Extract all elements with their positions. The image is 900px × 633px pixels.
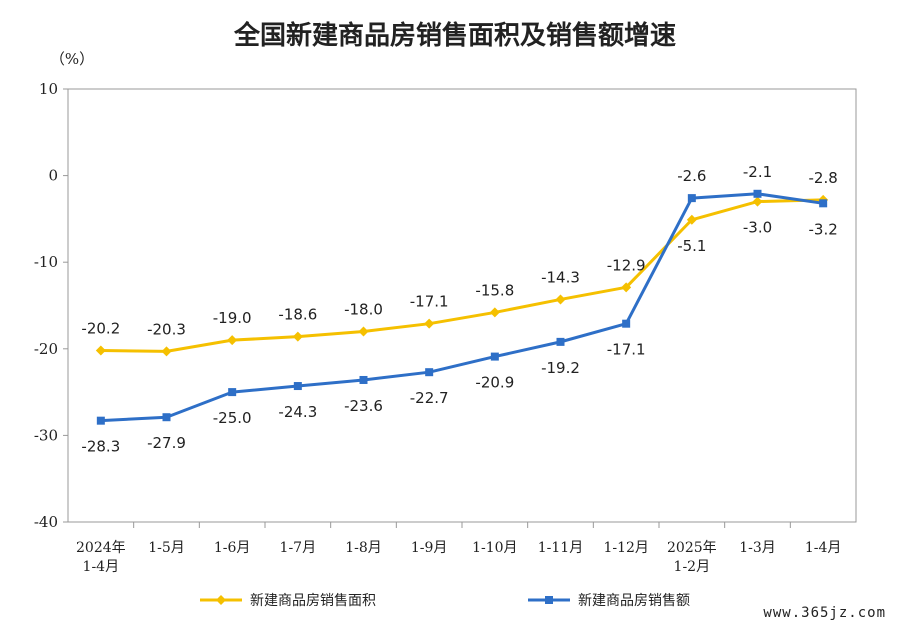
x-tick-label: 1-4月 [83, 559, 120, 575]
data-label: -3.2 [809, 220, 838, 238]
y-tick-label: 10 [39, 80, 58, 98]
x-tick-label: 2024年 [76, 540, 126, 556]
data-label: -14.3 [541, 268, 580, 286]
series-point-square [425, 368, 434, 377]
data-label: -24.3 [278, 403, 317, 421]
series-point-diamond [555, 294, 566, 305]
x-tick-label: 1-8月 [345, 540, 382, 556]
x-tick-label: 1-12月 [603, 540, 648, 556]
legend: 新建商品房销售面积 新建商品房销售额 [200, 593, 690, 609]
series-layer [95, 189, 829, 425]
data-label: -25.0 [213, 409, 252, 427]
watermark: www.365jz.com [763, 605, 886, 621]
y-tick-label: -40 [34, 513, 58, 531]
series-point-square [622, 319, 631, 328]
series-point-square [819, 199, 828, 208]
series-point-diamond [621, 282, 632, 293]
series-point-diamond [686, 214, 697, 225]
x-tick-label: 1-9月 [411, 540, 448, 556]
legend-marker-square [545, 596, 553, 604]
x-tick-label: 1-4月 [805, 540, 842, 556]
data-label: -28.3 [81, 438, 120, 456]
legend-marker-diamond [216, 595, 226, 605]
y-tick-label: -20 [34, 340, 58, 358]
series-point-square [556, 337, 565, 346]
y-axis: 10 0 -10 -20 -30 -40 [34, 80, 68, 531]
data-label: -20.2 [81, 320, 120, 338]
chart-title: 全国新建商品房销售面积及销售额增速 [233, 20, 676, 51]
y-tick-label: -30 [34, 426, 58, 444]
x-tick-label: 1-11月 [538, 540, 583, 556]
data-label: -20.3 [147, 320, 186, 338]
series-point-diamond [424, 318, 435, 329]
series-line-1 [100, 192, 824, 423]
series-point-square [359, 375, 368, 384]
series-point-square [293, 382, 302, 391]
x-tick-label: 1-5月 [148, 540, 185, 556]
data-label: -22.7 [410, 389, 449, 407]
data-label: -12.9 [607, 256, 646, 274]
series-point-diamond [752, 196, 763, 207]
x-tick-label: 1-10月 [472, 540, 517, 556]
x-axis: 2024年 1-4月 1-5月 1-6月 1-7月 1-8月 1-9月 1-10月 1-11月 1… [76, 522, 841, 575]
x-tick-label: 1-6月 [214, 540, 251, 556]
data-label: -19.0 [213, 309, 252, 327]
x-tick-label: 1-2月 [674, 559, 711, 575]
y-tick-label: 0 [48, 167, 58, 185]
data-label: -18.0 [344, 300, 383, 318]
data-labels: -20.2 -28.3 -20.3 -27.9 -19.0 -25.0 -18.6 -24.3… [81, 163, 837, 456]
series-point-square [687, 194, 696, 203]
series-point-diamond [489, 307, 500, 318]
series-point-diamond [161, 346, 172, 357]
series-point-diamond [292, 331, 303, 342]
series-point-square [96, 416, 105, 425]
series-point-square [753, 189, 762, 198]
series-line-0 [100, 198, 824, 353]
legend-label-0: 新建商品房销售面积 [250, 593, 376, 609]
data-label: -2.6 [677, 167, 706, 185]
data-label: -27.9 [147, 434, 186, 452]
series-point-square [162, 413, 171, 422]
series-point-square [228, 388, 237, 397]
plot-frame [67, 88, 857, 523]
x-tick-label: 1-3月 [739, 540, 776, 556]
series-point-diamond [358, 326, 369, 337]
series-point-square [490, 352, 499, 361]
data-label: -5.1 [677, 237, 706, 255]
data-label: -23.6 [344, 397, 383, 415]
x-tick-label: 1-7月 [280, 540, 317, 556]
x-tick-label: 2025年 [667, 540, 717, 556]
data-label: -20.9 [475, 374, 514, 392]
data-label: -15.8 [475, 281, 514, 299]
y-tick-label: -10 [34, 253, 58, 271]
legend-label-1: 新建商品房销售额 [578, 593, 690, 609]
data-label: -2.8 [809, 169, 838, 187]
data-label: -17.1 [607, 341, 646, 359]
data-label: -3.0 [743, 219, 772, 237]
data-label: -2.1 [743, 163, 772, 181]
series-point-diamond [95, 345, 106, 356]
series-point-diamond [227, 335, 238, 346]
data-label: -17.1 [410, 293, 449, 311]
data-label: -19.2 [541, 359, 580, 377]
data-label: -18.6 [278, 306, 317, 324]
y-axis-unit-label: （%） [50, 50, 94, 68]
